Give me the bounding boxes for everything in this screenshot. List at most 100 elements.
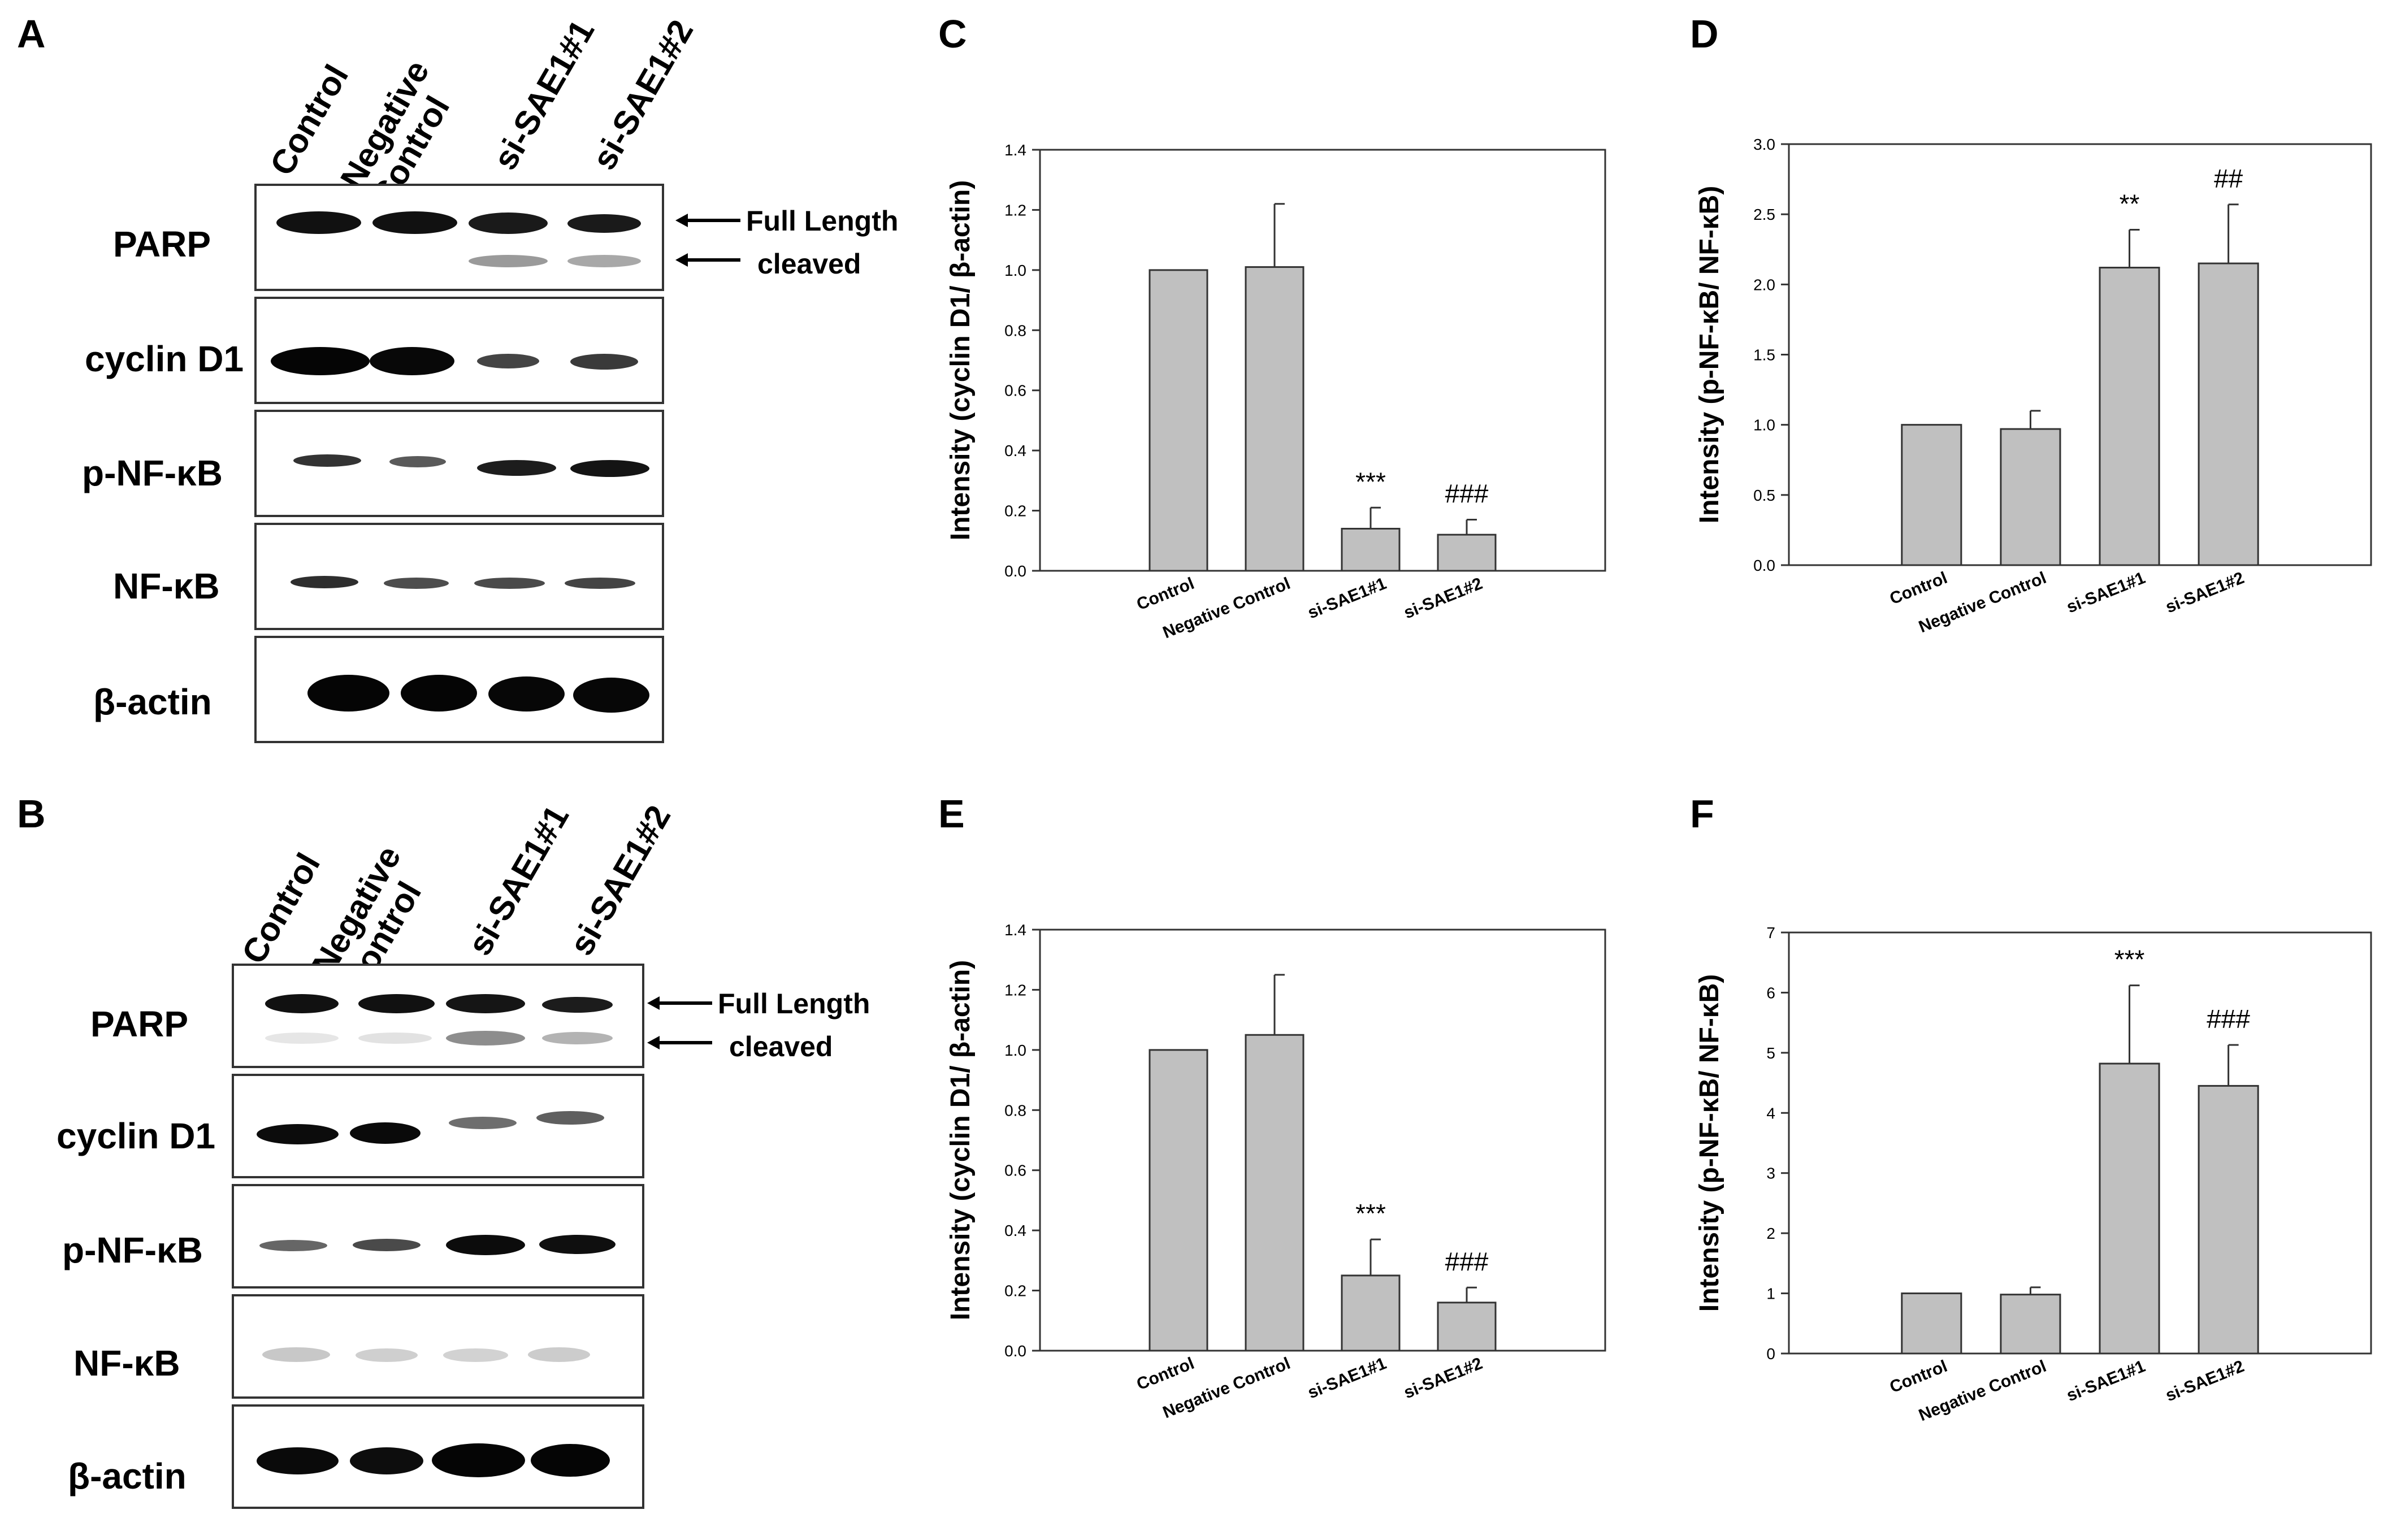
blot-band	[265, 1033, 339, 1044]
blot-band	[259, 1240, 327, 1251]
x-tick-label: Control	[1887, 1357, 1950, 1397]
y-tick-label: 1.0	[1004, 262, 1026, 279]
blot-band	[446, 1235, 525, 1255]
blot-band	[265, 994, 339, 1013]
blot-strip-cyclin-d1	[254, 297, 664, 404]
y-tick-label: 4	[1766, 1104, 1775, 1122]
x-tick-label: si-SAE1#1	[1305, 1354, 1389, 1403]
significance-annotation: ###	[2207, 1004, 2250, 1034]
bar	[2198, 262, 2259, 566]
y-tick-label: 1.2	[1004, 981, 1026, 999]
y-tick-label: 2.0	[1753, 276, 1775, 293]
y-tick-label: 3.0	[1753, 136, 1775, 153]
plot-frame	[1788, 143, 2372, 566]
blot-row-label: NF-κB	[73, 1343, 180, 1383]
blot-band	[446, 994, 525, 1013]
blot-row-label: cyclin D1	[57, 1116, 216, 1156]
bar	[1437, 533, 1497, 572]
y-tick-label: 0.0	[1004, 562, 1026, 580]
y-tick-label: 2.5	[1753, 206, 1775, 223]
y-tick-label: 1	[1766, 1285, 1775, 1303]
y-tick-label: 5	[1766, 1044, 1775, 1062]
bar	[1149, 269, 1208, 572]
bar	[1149, 1049, 1208, 1352]
blot-band	[536, 1111, 604, 1125]
arrow-label-full-length: Full Length	[746, 205, 899, 237]
x-tick-label: si-SAE1#1	[1305, 574, 1389, 623]
blot-strip-parp	[254, 184, 664, 291]
blot-row-label: NF-κB	[113, 566, 220, 606]
panel-label-a: A	[17, 12, 46, 56]
blot-band	[276, 211, 361, 234]
bar	[1901, 1292, 1962, 1355]
bar-chart-f: 0 1 2 3 4 5 6 7 Intensity (p-NF-κB/ NF-κB) Contro…	[1696, 924, 2372, 1425]
blot-row-label: PARP	[113, 224, 211, 264]
blot-strip-cyclin-d1	[232, 1074, 644, 1178]
bar	[2099, 267, 2160, 566]
blot-strip-beta-actin	[254, 636, 664, 743]
blot-band	[401, 675, 477, 712]
blot-band	[384, 578, 449, 589]
x-tick-label: si-SAE1#2	[1401, 574, 1485, 623]
y-tick-label: 2	[1766, 1225, 1775, 1242]
panel-label-e: E	[938, 792, 965, 836]
arrow-icon	[647, 996, 712, 1049]
y-tick-label: 0.4	[1004, 442, 1026, 459]
blot-strip-nf-kb	[254, 523, 664, 630]
blot-band	[446, 1031, 525, 1046]
arrow-icon	[675, 214, 740, 267]
y-axis-label: Intensity (cyclin D1/ β-actin)	[946, 960, 976, 1320]
arrow-label-cleaved: cleaved	[757, 248, 861, 280]
blot-band	[567, 214, 641, 233]
blot-band	[570, 354, 638, 370]
y-tick-label: 1.2	[1004, 201, 1026, 219]
blot-band	[353, 1239, 421, 1251]
bar	[2099, 1062, 2160, 1355]
plot-frame	[1039, 929, 1606, 1352]
y-tick-label: 0.2	[1004, 502, 1026, 520]
significance-annotation: ##	[2214, 164, 2243, 193]
blot-strip-p-nf-kb	[254, 410, 664, 517]
blot-band	[350, 1447, 423, 1474]
y-tick-label: 7	[1766, 924, 1775, 942]
blot-row-label: p-NF-κB	[62, 1230, 203, 1270]
bar	[1245, 266, 1304, 572]
lane-label: si-SAE1#2	[562, 799, 678, 962]
blot-band	[432, 1443, 525, 1477]
blot-band	[469, 212, 548, 234]
y-tick-label: 1.4	[1004, 141, 1026, 159]
significance-annotation: ***	[1355, 1199, 1386, 1228]
y-tick-label: 3	[1766, 1165, 1775, 1182]
arrow-label-cleaved: cleaved	[729, 1031, 833, 1062]
blot-band	[477, 460, 556, 476]
western-blot-b: Control Negative Control si-SAE1#1 si-SA…	[0, 783, 870, 1540]
bar-chart-d: 0.0 0.5 1.0 1.5 2.0 2.5 3.0 Intensity (p-NF-κB/…	[1696, 136, 2372, 636]
y-tick-label: 0.4	[1004, 1222, 1026, 1239]
y-tick-label: 0	[1766, 1345, 1775, 1363]
blot-band	[542, 997, 613, 1013]
plot-frame	[1039, 149, 1606, 572]
significance-annotation: ***	[1355, 467, 1386, 496]
panel-label-f: F	[1690, 792, 1714, 836]
blot-row-label: β-actin	[68, 1456, 187, 1496]
significance-annotation: ###	[1445, 1247, 1489, 1276]
panel-label-c: C	[938, 12, 967, 56]
blot-strip-p-nf-kb	[232, 1184, 644, 1289]
blot-band	[372, 211, 457, 234]
blot-strip-parp	[232, 964, 644, 1068]
bar	[1341, 1274, 1401, 1352]
bar	[1341, 528, 1401, 572]
arrow-label-full-length: Full Length	[718, 988, 870, 1020]
bar-chart-c: 0.0 0.2 0.4 0.6 0.8 1.0 1.2 1.4 Intensity (cycli…	[946, 141, 1606, 642]
x-tick-label: Control	[1134, 574, 1197, 614]
bar	[1901, 424, 1962, 566]
significance-annotation: ***	[2114, 945, 2145, 974]
x-tick-label: si-SAE1#1	[2064, 1357, 2148, 1405]
panel-label-d: D	[1690, 12, 1719, 56]
x-tick-label: si-SAE1#1	[2064, 569, 2148, 617]
blot-band	[257, 1447, 339, 1474]
blot-strip-nf-kb	[232, 1294, 644, 1399]
blot-band	[262, 1347, 330, 1362]
blot-row-label: β-actin	[93, 682, 212, 722]
blot-band	[307, 675, 389, 712]
